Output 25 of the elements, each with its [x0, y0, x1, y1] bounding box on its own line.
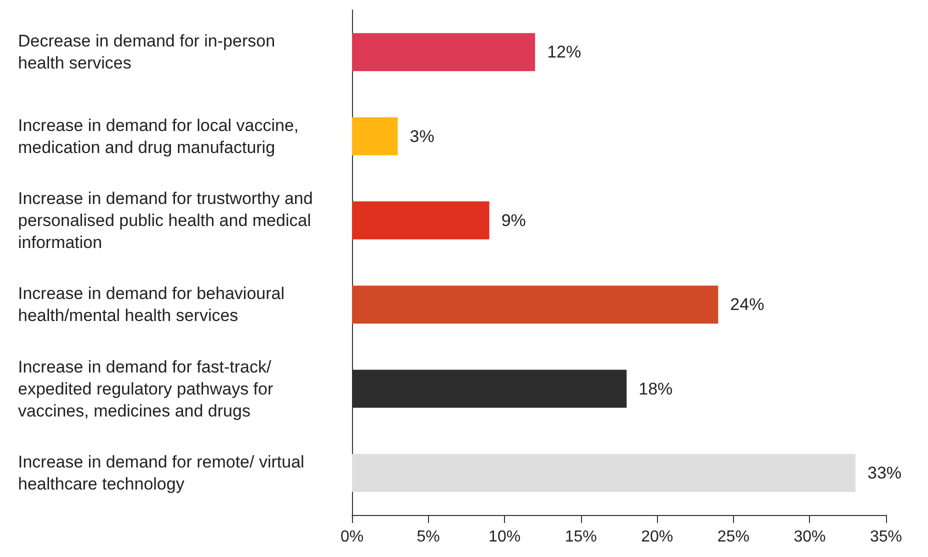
x-tick-label: 25% — [717, 528, 750, 546]
bar — [352, 286, 718, 324]
y-tick-label: Increase in demand for behavioural health/mental health services — [18, 284, 290, 326]
x-tick-label: 0% — [340, 528, 364, 546]
x-tick-label: 10% — [488, 528, 521, 546]
x-tick-label: 5% — [416, 528, 440, 546]
y-tick-label: Increase in demand for remote/ virtual healthcare technology — [18, 452, 310, 494]
data-label: 18% — [638, 379, 673, 398]
data-label: 24% — [730, 295, 764, 314]
y-tick-label: Increase in demand for fast-track/ expedited regulatory pathways for vaccines, medicines and drugs — [18, 357, 278, 420]
y-tick-label: Increase in demand for local vaccine, medication and drug manufacturig — [18, 116, 304, 157]
bar — [352, 33, 536, 72]
data-label: 3% — [410, 126, 434, 146]
x-tick-label: 35% — [870, 528, 902, 546]
data-label: 33% — [867, 463, 902, 482]
bar — [352, 117, 398, 156]
bar — [352, 454, 856, 492]
data-label: 9% — [501, 210, 526, 230]
x-tick-label: 15% — [564, 528, 597, 546]
y-tick-label: Decrease in demand for in-person health services — [18, 32, 280, 73]
x-tick-label: 30% — [794, 528, 826, 546]
y-tick-label: Increase in demand for trustworthy and personalised public health and medical information — [18, 188, 318, 252]
bar — [352, 201, 490, 240]
data-label: 12% — [547, 42, 582, 62]
x-tick-label: 20% — [641, 528, 674, 546]
